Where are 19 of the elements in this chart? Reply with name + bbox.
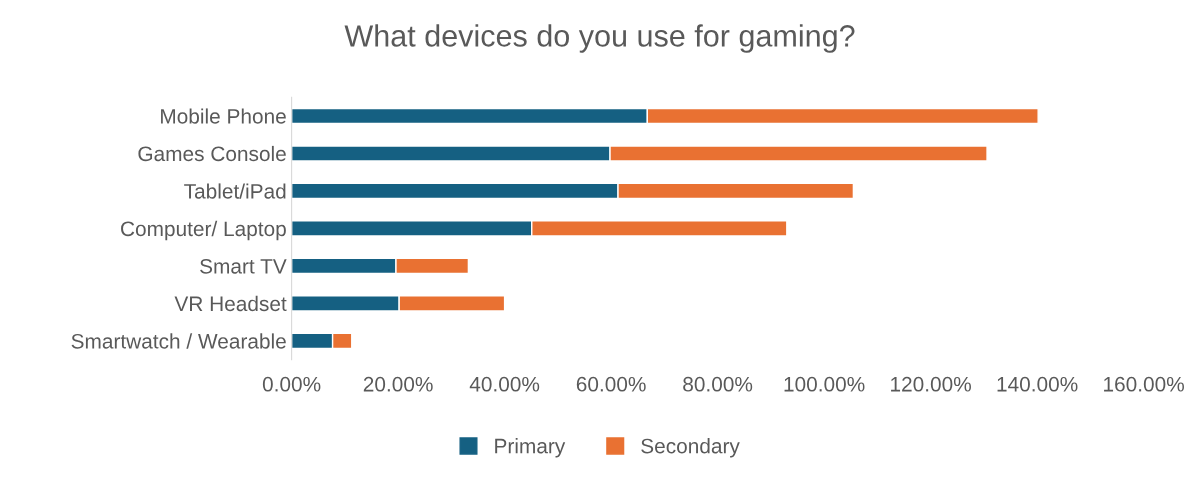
x-tick-label: 20.00% <box>363 376 433 392</box>
x-tick-label: 0.00% <box>262 376 321 392</box>
legend-label: Secondary <box>641 438 740 458</box>
x-tick-label: 160.00% <box>1104 376 1184 392</box>
x-tick-label: 120.00% <box>891 376 971 392</box>
y-tick-label: Mobile Phone <box>161 108 286 124</box>
y-tick-label: VR Headset <box>174 295 287 312</box>
x-tick-label: 80.00% <box>683 376 753 392</box>
y-tick-label: Computer/ Laptop <box>121 220 286 241</box>
x-tick-label: 100.00% <box>784 376 865 392</box>
y-tick-label: Games Console <box>138 145 286 162</box>
y-tick-label: Tablet/iPad <box>184 183 286 199</box>
x-tick-label: 40.00% <box>469 376 540 392</box>
legend-label: Primary <box>495 438 566 458</box>
x-tick-label: 60.00% <box>576 376 646 392</box>
chart-title: What devices do you use for gaming? <box>344 24 855 53</box>
y-tick-label: Smartwatch / Wearable <box>71 333 286 349</box>
y-tick-label: Smart TV <box>200 258 287 274</box>
x-tick-label: 140.00% <box>997 376 1078 392</box>
